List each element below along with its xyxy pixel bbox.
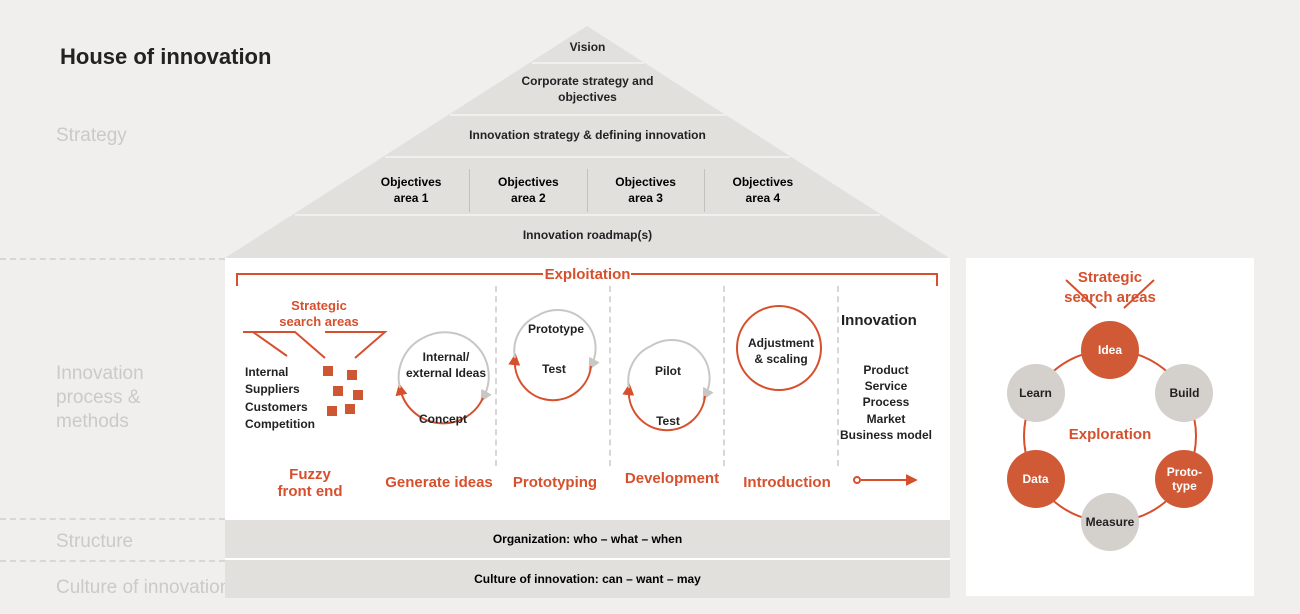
- cycle3-top: Pilot: [643, 364, 693, 380]
- cycle1-top: Internal/ external Ideas: [403, 350, 489, 381]
- innovation-list: Product Service Process Market Business …: [831, 362, 941, 443]
- cycle3-bottom: Test: [643, 414, 693, 430]
- roof-obj-4: Objectives area 4: [704, 169, 821, 212]
- culture-bar: Culture of innovation: can – want – may: [225, 558, 950, 598]
- roof-corporate: Corporate strategy and objectives: [225, 74, 950, 105]
- roof-obj-1: Objectives area 1: [353, 169, 469, 212]
- side-label-strategy: Strategy: [56, 124, 127, 148]
- innovation-title: Innovation: [841, 312, 917, 329]
- roof-objectives-row: Objectives area 1 Objectives area 2 Obje…: [353, 169, 821, 212]
- stage-prototyping: Prototyping: [503, 474, 607, 491]
- search-areas-label: Strategic search areas: [269, 298, 369, 331]
- innov-item: Service: [831, 378, 941, 394]
- guide-line: [0, 258, 225, 260]
- ring-node-idea: Idea: [1081, 321, 1139, 379]
- source-item: Competition: [245, 416, 315, 433]
- innov-item: Product: [831, 362, 941, 378]
- roof-obj-3: Objectives area 3: [587, 169, 704, 212]
- innov-item: Process: [831, 394, 941, 410]
- single-circle-label: Adjustment & scaling: [743, 336, 819, 367]
- stage-generate: Generate ideas: [379, 474, 499, 491]
- cycle2-bottom: Test: [529, 362, 579, 378]
- exploration-label: Exploration: [966, 426, 1254, 443]
- roof-vision: Vision: [225, 40, 950, 56]
- side-label-process: Innovation process & methods: [56, 362, 144, 433]
- ring-node-measure: Measure: [1081, 493, 1139, 551]
- roof-roadmap: Innovation roadmap(s): [225, 228, 950, 244]
- exploration-panel: Strategic search areas Exploration IdeaB…: [966, 258, 1254, 596]
- roof-innov-strategy: Innovation strategy & defining innovatio…: [225, 128, 950, 144]
- side-label-culture: Culture of innovation: [56, 576, 230, 600]
- cycle1-bottom: Concept: [413, 412, 473, 428]
- stage-fuzzy: Fuzzy front end: [265, 466, 355, 500]
- guide-line: [0, 560, 225, 562]
- roof: Vision Corporate strategy and objectives…: [225, 26, 950, 258]
- side-label-structure: Structure: [56, 530, 133, 554]
- guide-line: [0, 518, 225, 520]
- sources-list: Internal Suppliers Customers Competition: [245, 364, 315, 434]
- source-item: Customers: [245, 399, 315, 416]
- stage-development: Development: [617, 470, 727, 487]
- innov-item: Market: [831, 411, 941, 427]
- stage-introduction: Introduction: [737, 474, 837, 491]
- source-item: Internal: [245, 364, 315, 381]
- ring-node-data: Data: [1007, 450, 1065, 508]
- roof-obj-2: Objectives area 2: [469, 169, 586, 212]
- ring-node-learn: Learn: [1007, 364, 1065, 422]
- innov-item: Business model: [831, 427, 941, 443]
- source-item: Suppliers: [245, 381, 315, 398]
- structure-bar: Organization: who – what – when: [225, 518, 950, 558]
- process-panel: Exploitation: [225, 258, 950, 518]
- cycle2-top: Prototype: [521, 322, 591, 338]
